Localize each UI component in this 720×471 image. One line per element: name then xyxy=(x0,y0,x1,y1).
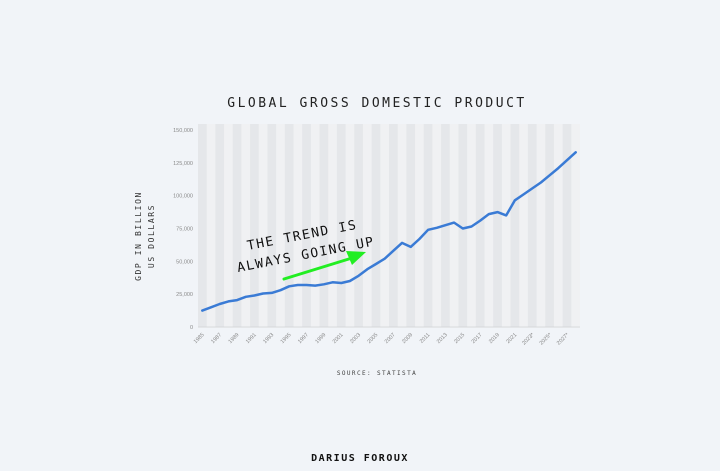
grid-band xyxy=(250,124,259,327)
annotation-arrow-shaft xyxy=(282,256,354,281)
x-tick-label: 1985 xyxy=(193,332,206,345)
grid-band xyxy=(284,124,294,327)
y-tick-label: 150,000 xyxy=(173,128,193,134)
y-tick-label: 25,000 xyxy=(176,292,193,298)
grid-band xyxy=(510,124,520,327)
grid-band xyxy=(371,124,381,327)
y-tick-label: 0 xyxy=(190,325,193,331)
grid-band xyxy=(562,124,572,327)
x-tick-label: 2011 xyxy=(419,332,432,345)
y-axis-label: GDP IN BILLION US DOLLARS xyxy=(134,191,156,281)
source-label: SOURCE: STATISTA xyxy=(337,370,417,377)
x-tick-label: 2019 xyxy=(488,332,501,345)
grid-band xyxy=(493,124,502,327)
annotation-arrow-head xyxy=(346,251,366,265)
x-tick-label: 1995 xyxy=(280,332,293,345)
x-tick-label: 2021 xyxy=(505,332,518,345)
x-tick-label: 1999 xyxy=(314,332,327,345)
grid-band xyxy=(232,124,242,327)
grid-band xyxy=(406,124,416,327)
chart-title: GLOBAL GROSS DOMESTIC PRODUCT xyxy=(227,96,526,111)
x-tick-label: 1987 xyxy=(210,332,223,345)
x-tick-label: 2013 xyxy=(436,332,449,345)
x-tick-label: 2015 xyxy=(453,332,466,345)
author-signature: DARIUS FOROUX xyxy=(311,453,409,464)
x-tick-label: 2025* xyxy=(539,332,554,347)
grid-band xyxy=(389,124,398,327)
x-tick-label: 2007 xyxy=(384,332,397,345)
x-tick-label: 2003 xyxy=(349,332,362,345)
x-tick-label: 1997 xyxy=(297,332,310,345)
y-tick-label: 50,000 xyxy=(176,259,193,265)
x-tick-label: 1989 xyxy=(228,332,241,345)
grid-band xyxy=(215,124,225,327)
grid-band xyxy=(527,124,537,327)
x-tick-label: 2009 xyxy=(401,332,414,345)
y-tick-label: 100,000 xyxy=(173,194,193,200)
x-tick-label: 2017 xyxy=(471,332,484,345)
grid-band xyxy=(336,124,346,327)
gdp-series-line xyxy=(201,151,577,312)
x-tick-label: 2023* xyxy=(521,332,536,347)
grid-band xyxy=(198,124,207,327)
grid-band xyxy=(458,124,468,327)
grid-band xyxy=(319,124,329,327)
grid-band xyxy=(545,124,554,327)
x-tick-label: 1991 xyxy=(245,332,258,345)
y-axis-label-line1: GDP IN BILLION xyxy=(134,191,143,281)
y-tick-label: 125,000 xyxy=(173,161,193,167)
grid-bands xyxy=(198,124,572,327)
grid-band xyxy=(267,124,277,327)
grid-band xyxy=(302,124,311,327)
grid-band xyxy=(354,124,363,327)
x-tick-label: 2005 xyxy=(366,332,379,345)
grid-band xyxy=(423,124,433,327)
x-tick-label: 1993 xyxy=(262,332,275,345)
y-tick-labels: 0 25,000 50,000 75,000 100,000 125,000 150,000 xyxy=(173,128,193,331)
y-axis-label-line2: US DOLLARS xyxy=(147,204,156,268)
grid-band xyxy=(475,124,485,327)
x-tick-label: 2027* xyxy=(556,332,571,347)
x-tick-label: 2001 xyxy=(332,332,345,345)
y-tick-label: 75,000 xyxy=(176,227,193,233)
x-tick-labels: 1985 1987 1989 1991 1993 1995 1997 1999 2001 2003… xyxy=(193,332,571,347)
